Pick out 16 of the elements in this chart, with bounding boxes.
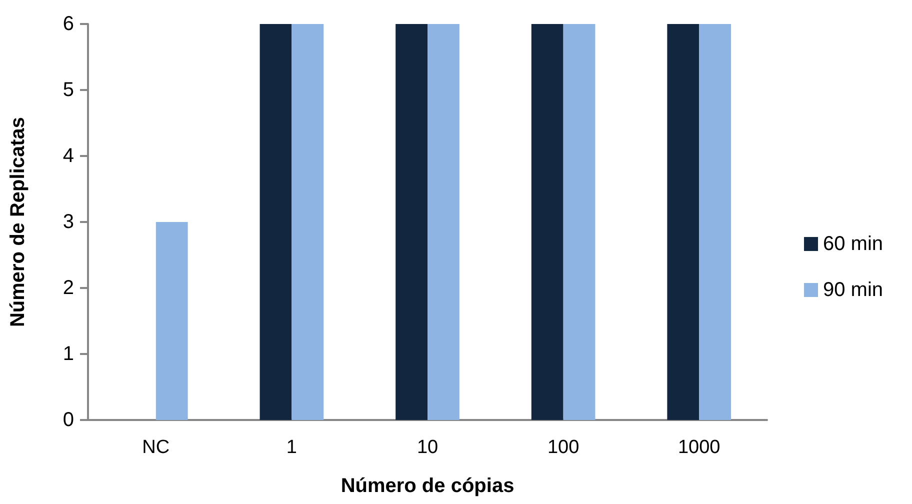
x-tick-label: 100 (547, 437, 580, 458)
y-tick-label: 1 (62, 343, 74, 365)
y-tick-label: 0 (62, 409, 74, 431)
legend-label: 90 min (823, 279, 884, 301)
y-tick-label: 5 (62, 79, 74, 101)
y-tick-label: 2 (62, 277, 74, 299)
x-tick-label: 10 (416, 437, 438, 458)
x-tick-label: 1 (286, 437, 297, 458)
x-axis-title: Número de cópias (340, 475, 514, 497)
y-tick-label: 6 (62, 13, 74, 35)
x-tick-label: 1000 (678, 437, 720, 458)
y-tick-label: 4 (62, 145, 74, 167)
legend-label: 60 min (823, 233, 884, 255)
y-axis-title: Número de Replicatas (7, 116, 29, 328)
x-tick-label: NC (142, 437, 170, 458)
y-tick-label: 3 (62, 211, 74, 233)
